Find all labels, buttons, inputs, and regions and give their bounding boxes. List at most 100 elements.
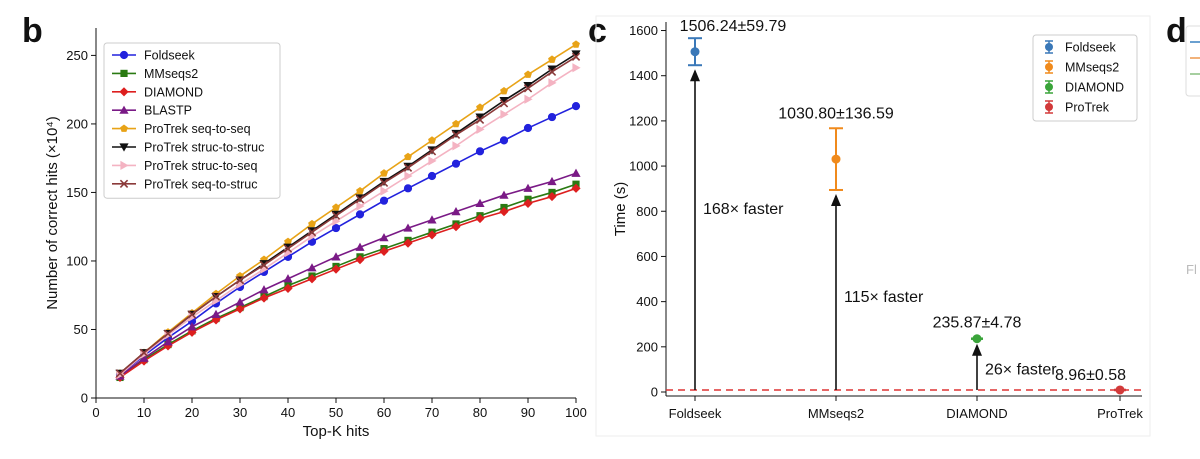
mean-marker xyxy=(1115,385,1125,395)
data-point-protrek-struc-to-struc xyxy=(475,113,485,122)
legend-marker xyxy=(1045,103,1053,111)
panel-c-y-tick-label: 1000 xyxy=(629,159,658,174)
data-point-blastp xyxy=(307,263,317,272)
data-point-protrek-seq-to-struc xyxy=(523,84,533,93)
legend-marker xyxy=(1045,63,1053,71)
panel-b-legend-box xyxy=(103,42,281,199)
data-point-blastp xyxy=(547,176,557,186)
series-line-mmseqs2 xyxy=(119,183,577,379)
legend-item-protrek-struc-to-struc: ProTrek struc-to-struc xyxy=(112,141,264,155)
data-point-diamond xyxy=(331,264,341,274)
data-point-protrek-seq-to-struc xyxy=(115,369,125,378)
value-label-protrek: 8.96±0.58 xyxy=(1055,367,1126,384)
data-point-protrek-seq-to-seq xyxy=(380,169,388,177)
data-point-blastp xyxy=(211,309,221,319)
data-point-blastp xyxy=(259,285,269,294)
data-point-protrek-struc-to-seq xyxy=(332,216,341,226)
speedup-arrowhead-diamond xyxy=(972,343,982,356)
legend-label: MMseqs2 xyxy=(144,67,198,81)
data-point-diamond xyxy=(571,183,581,193)
series-diamond xyxy=(115,183,581,383)
panel-c-y-axis-label: Time (s) xyxy=(612,182,629,236)
panel-b-x-tick-label: 70 xyxy=(425,405,439,420)
panel-b-x-tick-label: 60 xyxy=(377,405,391,420)
data-point-diamond xyxy=(547,191,557,202)
data-point-foldseek xyxy=(331,223,341,233)
data-point-protrek-seq-to-struc xyxy=(283,244,293,253)
panel-letter-d: d xyxy=(1166,12,1187,50)
mean-marker xyxy=(690,47,700,57)
data-point-protrek-seq-to-seq xyxy=(428,136,436,144)
series-line-blastp xyxy=(119,172,577,377)
panel-b-axes: 0 10 20 30 40 50 60 70 80 90 100 0 50 100 150 200 250 xyxy=(66,28,587,420)
legend-marker xyxy=(119,87,129,97)
data-point-diamond xyxy=(403,238,413,248)
panel-b-x-tick-label: 90 xyxy=(521,405,535,420)
data-point-protrek-seq-to-seq xyxy=(452,119,460,128)
data-point-protrek-struc-to-seq xyxy=(452,141,461,151)
data-point-protrek-seq-to-struc xyxy=(235,275,245,285)
speedup-label-foldseek: 168× faster xyxy=(703,201,784,218)
panel-b-y-tick-label: 50 xyxy=(74,322,88,337)
data-point-diamond xyxy=(427,230,437,240)
data-point-protrek-seq-to-seq xyxy=(308,219,316,228)
data-point-blastp xyxy=(499,190,509,199)
series-line-foldseek xyxy=(119,105,577,376)
legend-label: DIAMOND xyxy=(1065,81,1124,95)
data-point-protrek-seq-to-struc xyxy=(379,178,389,188)
legend-label: BLASTP xyxy=(144,104,192,118)
data-point-protrek-seq-to-struc xyxy=(547,67,557,77)
data-point-diamond xyxy=(523,198,533,209)
panel-b-y-tick-label: 250 xyxy=(66,48,88,63)
series-line-protrek-struc-to-seq xyxy=(119,67,577,376)
data-point-protrek-struc-to-seq xyxy=(428,156,437,166)
data-point-protrek-seq-to-seq xyxy=(500,86,508,95)
series-line-protrek-seq-to-seq xyxy=(119,43,577,374)
legend-marker xyxy=(119,50,129,60)
data-point-protrek-seq-to-struc xyxy=(355,195,365,204)
legend-label: Foldseek xyxy=(144,49,195,63)
legend-marker xyxy=(1045,83,1053,91)
data-point-protrek-seq-to-seq xyxy=(548,55,556,63)
time-point-foldseek: 1506.24±59.79 xyxy=(680,18,786,67)
panel-c-y-tick-label: 1200 xyxy=(629,113,658,128)
data-point-blastp xyxy=(235,297,245,306)
data-point-protrek-seq-to-seq xyxy=(404,152,412,161)
data-point-protrek-seq-to-seq xyxy=(284,237,292,246)
series-protrek-struc-to-seq xyxy=(116,63,581,380)
data-point-protrek-struc-to-seq xyxy=(548,78,557,88)
legend-item-mmseqs2: MMseqs2 xyxy=(1045,60,1119,75)
data-point-protrek-seq-to-struc xyxy=(187,310,197,319)
data-point-protrek-seq-to-struc xyxy=(307,228,317,237)
data-point-protrek-struc-to-seq xyxy=(572,63,581,73)
data-point-foldseek xyxy=(403,184,413,193)
data-point-protrek-struc-to-seq xyxy=(524,94,533,104)
legend-marker xyxy=(120,124,128,132)
panel-b-x-axis-label: Top-K hits xyxy=(303,423,370,440)
data-point-foldseek xyxy=(547,112,557,122)
legend-label: ProTrek xyxy=(1065,101,1110,115)
data-point-diamond xyxy=(211,315,221,325)
panel-b-x-tick-label: 20 xyxy=(185,405,199,420)
legend-marker xyxy=(119,179,129,188)
panel-c-y-tick-label: 400 xyxy=(636,294,658,309)
panel-b-y-tick-label: 0 xyxy=(81,391,88,406)
panel-letter-b: b xyxy=(22,12,43,50)
series-blastp xyxy=(115,168,581,380)
data-point-protrek-struc-to-struc xyxy=(499,97,509,106)
data-point-protrek-struc-to-struc xyxy=(547,65,557,74)
data-point-foldseek xyxy=(475,147,485,156)
data-point-foldseek xyxy=(427,171,437,181)
legend-marker xyxy=(120,69,128,77)
time-point-mmseqs2: 1030.80±136.59 xyxy=(778,105,894,191)
time-point-protrek: 8.96±0.58 xyxy=(1055,367,1126,395)
panel-c-marks-layer: 168× faster 115× faster 26× faster 1506.24±… xyxy=(666,18,1142,395)
legend-item-protrek-seq-to-seq: ProTrek seq-to-seq xyxy=(112,122,251,136)
data-point-protrek-seq-to-struc xyxy=(499,99,509,108)
value-label-mmseqs2: 1030.80±136.59 xyxy=(778,105,894,122)
legend-label: DIAMOND xyxy=(144,85,203,99)
panel-d-legend-fragment xyxy=(1185,25,1200,97)
data-point-diamond xyxy=(283,283,293,293)
data-point-blastp xyxy=(187,322,197,331)
